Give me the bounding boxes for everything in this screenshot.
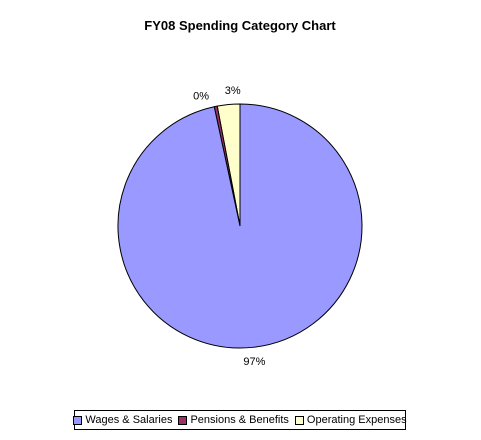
legend-item-wages: Wages & Salaries — [73, 414, 172, 426]
legend-label-wages: Wages & Salaries — [85, 414, 173, 426]
chart-title: FY08 Spending Category Chart — [144, 18, 336, 33]
legend-item-pensions: Pensions & Benefits — [178, 414, 289, 426]
legend-item-operating: Operating Expenses — [294, 414, 407, 426]
legend: Wages & Salaries Pensions & Benefits Ope… — [73, 410, 407, 430]
legend-swatch-wages — [73, 415, 83, 425]
legend-label-operating: Operating Expenses — [306, 414, 407, 426]
legend-label-pensions: Pensions & Benefits — [190, 414, 289, 426]
slice-wages — [117, 103, 363, 349]
legend-swatch-operating — [294, 415, 304, 425]
data-label-pensions: 0% — [193, 91, 209, 103]
pie-slices — [117, 103, 363, 349]
legend-swatch-pensions — [178, 415, 188, 425]
pie-labels: 3% 0% 97% — [193, 85, 266, 368]
data-label-wages: 97% — [243, 356, 265, 368]
data-label-operating: 3% — [225, 85, 241, 97]
